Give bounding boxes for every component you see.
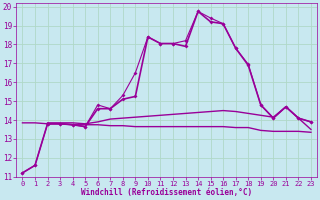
X-axis label: Windchill (Refroidissement éolien,°C): Windchill (Refroidissement éolien,°C)	[81, 188, 252, 197]
